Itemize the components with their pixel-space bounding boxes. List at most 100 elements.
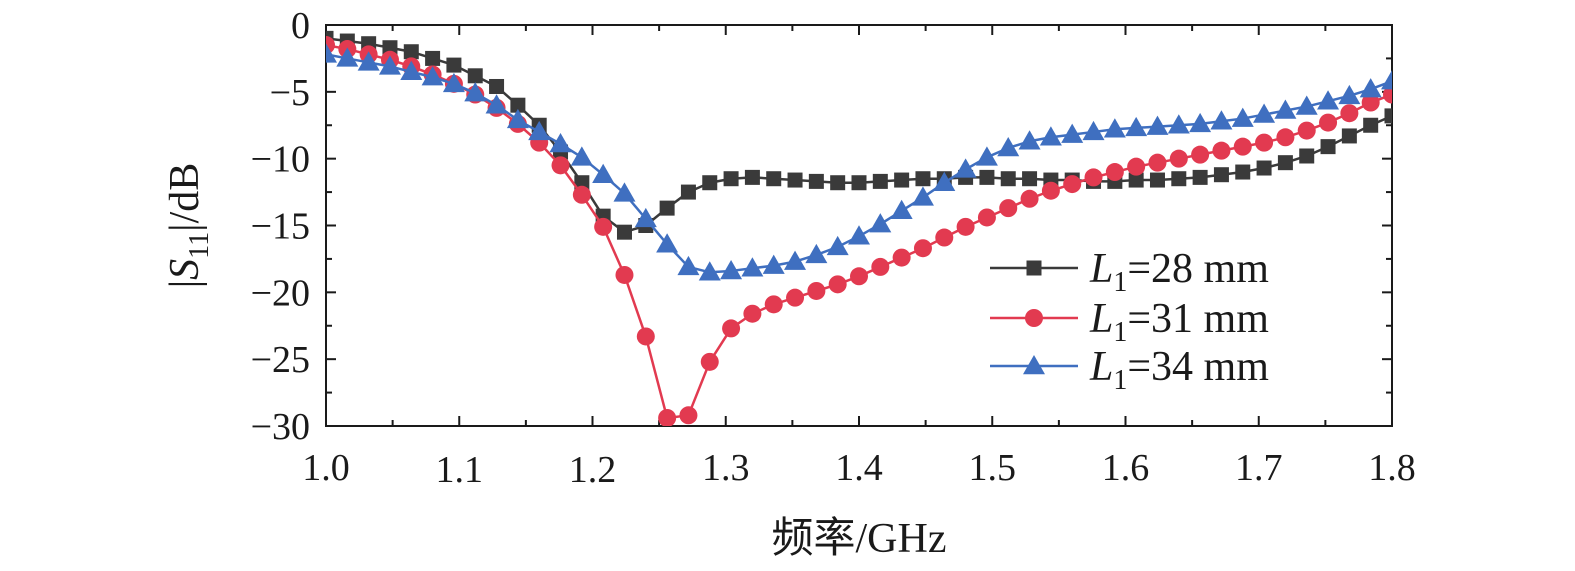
x-tick-label: 1.5 — [969, 447, 1017, 489]
data-point-triangle — [954, 158, 977, 178]
y-axis-title: |S11|/dB — [162, 163, 215, 288]
data-point-triangle — [656, 233, 679, 253]
data-point-square — [830, 175, 846, 191]
data-point-triangle — [890, 199, 913, 220]
data-point-square — [894, 172, 910, 188]
data-point-square — [1256, 160, 1272, 176]
data-point-triangle — [1338, 84, 1361, 105]
x-tick-label: 1.2 — [569, 449, 617, 491]
data-point-circle — [743, 304, 762, 323]
data-point-triangle — [1103, 118, 1126, 138]
data-point-circle — [786, 288, 805, 307]
y-tick-label: −10 — [251, 139, 310, 181]
data-point-circle — [1361, 93, 1380, 112]
data-point-square — [574, 175, 590, 191]
data-point-triangle — [1018, 130, 1041, 150]
data-point-square — [872, 173, 888, 189]
data-point-circle — [1276, 128, 1295, 147]
data-point-triangle — [442, 72, 465, 93]
data-point-square — [467, 68, 483, 84]
y-tick-label: −20 — [251, 272, 310, 314]
legend-label-sub: 1 — [1113, 317, 1127, 348]
data-point-triangle — [720, 259, 743, 280]
data-point-triangle — [997, 136, 1020, 157]
y-title-s: S — [162, 259, 208, 280]
data-point-circle — [1383, 85, 1392, 104]
data-point-square — [723, 171, 739, 187]
data-point-square — [787, 172, 803, 188]
data-point-circle — [850, 267, 868, 286]
data-point-circle — [658, 408, 677, 426]
data-point-square — [1192, 169, 1208, 185]
y-tick-label: −5 — [270, 72, 310, 114]
data-point-triangle — [1274, 99, 1297, 119]
data-point-circle — [1127, 157, 1146, 176]
data-point-triangle — [1231, 107, 1254, 127]
data-point-circle — [828, 275, 847, 294]
data-point-circle — [615, 265, 634, 284]
tick-labels: 1.0 1.1 1.2 1.3 1.4 1.5 1.6 1.7 1.8 0 −5 −10 −15 −20 −… — [251, 5, 1416, 491]
data-point-triangle — [1253, 103, 1276, 123]
data-point-triangle — [1039, 126, 1062, 146]
axes — [325, 24, 1393, 427]
legend-label: L1=34 mm — [1089, 344, 1269, 396]
data-point-triangle — [1146, 115, 1169, 135]
data-point-square — [851, 175, 867, 191]
y-tick-label: −15 — [251, 206, 310, 248]
data-point-triangle — [869, 213, 892, 233]
data-point-square — [1213, 167, 1229, 183]
data-point-circle — [700, 352, 719, 371]
legend-label: L1=31 mm — [1089, 296, 1269, 348]
data-point-triangle — [762, 254, 785, 274]
data-point-triangle — [570, 146, 593, 166]
data-point-triangle — [1061, 123, 1084, 143]
series-square — [326, 30, 1392, 240]
data-point-square — [1277, 155, 1293, 171]
legend-label-sub: 1 — [1113, 365, 1127, 396]
y-title-rest: |/dB — [162, 163, 208, 232]
data-point-triangle — [357, 51, 380, 71]
data-point-circle — [871, 257, 890, 276]
data-point-triangle — [1167, 114, 1190, 134]
data-point-triangle — [549, 132, 572, 153]
series-layer — [326, 30, 1392, 426]
legend-label-rest: =34 mm — [1127, 344, 1269, 390]
data-point-square — [616, 224, 632, 240]
legend-label-rest: =28 mm — [1127, 246, 1269, 292]
data-point-triangle — [677, 255, 700, 276]
data-point-square — [382, 40, 398, 56]
data-point-circle — [1297, 121, 1316, 140]
data-point-circle — [1255, 133, 1274, 152]
data-point-triangle — [741, 257, 764, 277]
x-axis-title: 频率/GHz — [772, 515, 947, 562]
data-point-circle — [1084, 168, 1103, 187]
data-point-triangle — [1317, 90, 1340, 110]
data-point-circle — [636, 327, 655, 346]
legend-label-l: L — [1089, 296, 1113, 342]
data-point-circle — [1025, 309, 1043, 327]
data-point-square — [1363, 117, 1379, 133]
data-point-circle — [956, 217, 975, 236]
y-tick-label: −30 — [251, 406, 310, 448]
data-point-triangle — [933, 171, 956, 191]
series-line — [326, 37, 1392, 234]
data-point-triangle — [485, 94, 508, 114]
data-point-triangle — [506, 108, 529, 129]
data-point-square — [808, 173, 824, 189]
data-point-triangle — [1210, 110, 1233, 130]
data-point-triangle — [336, 47, 359, 67]
data-point-circle — [913, 239, 932, 258]
data-point-triangle — [528, 120, 551, 141]
x-tick-label: 1.1 — [436, 449, 484, 491]
legend-label-l: L — [1089, 344, 1113, 390]
data-point-circle — [892, 248, 911, 267]
data-point-circle — [1041, 181, 1060, 200]
legend-item: L1=31 mm — [990, 296, 1269, 348]
data-point-circle — [722, 319, 741, 338]
x-tick-label: 1.0 — [302, 447, 350, 489]
legend-label-sub: 1 — [1113, 267, 1127, 298]
data-point-square — [510, 97, 526, 113]
y-title-sub: 11 — [184, 232, 215, 259]
data-point-circle — [764, 295, 783, 314]
